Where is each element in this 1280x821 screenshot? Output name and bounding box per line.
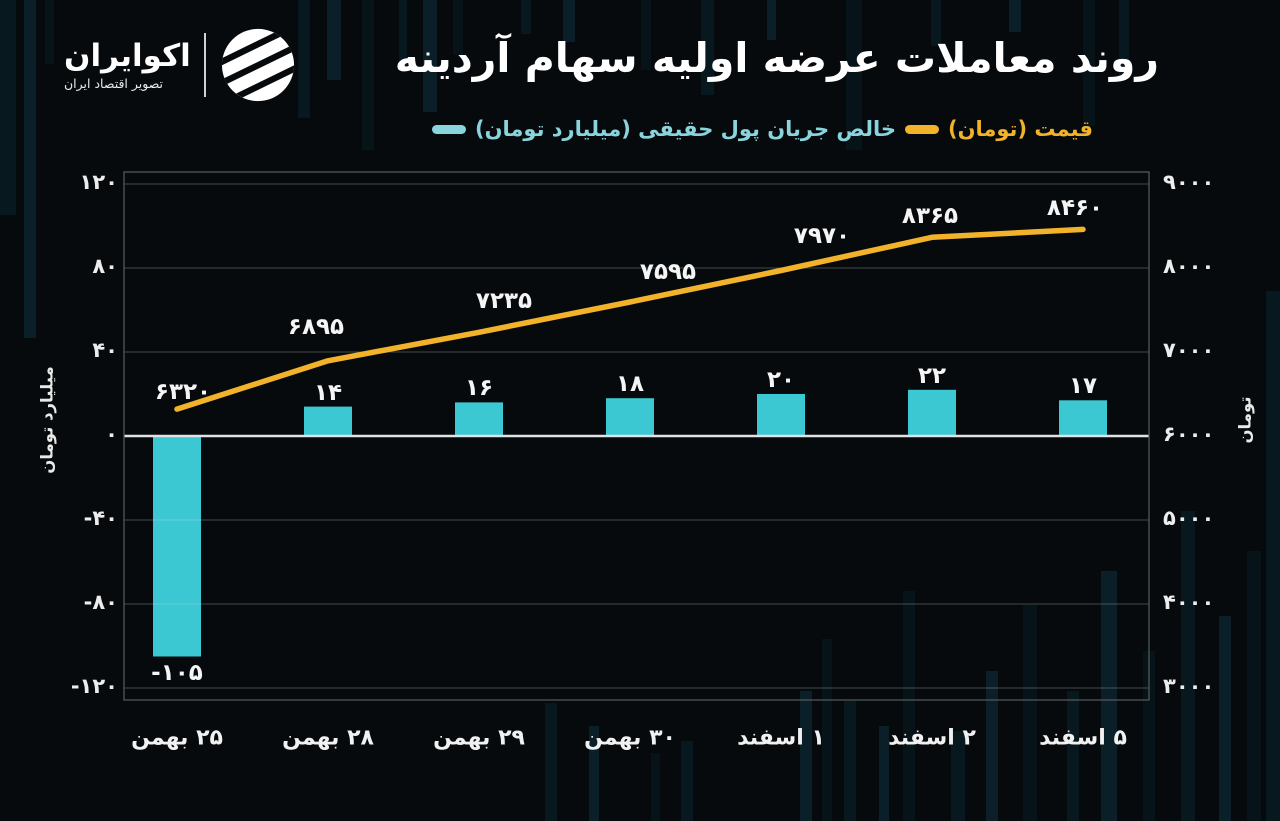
decorative-bar bbox=[800, 691, 812, 821]
decorative-bar bbox=[423, 0, 437, 112]
decorative-bar bbox=[1023, 605, 1037, 821]
decorative-bar bbox=[1083, 0, 1095, 126]
decorative-bar bbox=[298, 0, 310, 118]
line-value-label: ۶۸۹۵ bbox=[287, 314, 345, 340]
decorative-bar bbox=[986, 671, 998, 821]
x-axis-label: ۲۵ بهمن bbox=[131, 725, 223, 751]
left-axis-tick: ۱۲۰ bbox=[79, 170, 118, 194]
legend-line-swatch-price bbox=[904, 124, 939, 134]
bar-value-label: ۱۸ bbox=[615, 371, 645, 397]
decorative-bar bbox=[844, 701, 856, 821]
bar-value-label: ۲۰ bbox=[766, 367, 796, 393]
x-axis-label: ۱ اسفند bbox=[737, 725, 825, 751]
brand-tagline: تصویر اقتصاد ایران bbox=[64, 76, 164, 92]
right-axis-tick: ۹۰۰۰ bbox=[1163, 170, 1215, 194]
decorative-bar bbox=[1119, 0, 1129, 76]
decorative-bar bbox=[931, 0, 941, 46]
decorative-bar bbox=[701, 0, 714, 95]
net-flow-bar bbox=[908, 389, 956, 436]
chart-title: روند معاملات عرضه اولیه سهام آردینه bbox=[394, 34, 1159, 82]
right-axis-tick: ۶۰۰۰ bbox=[1163, 422, 1215, 446]
left-axis-title: میلیارد تومان bbox=[37, 366, 57, 474]
decorative-bar bbox=[362, 0, 374, 150]
brand-logo-icon bbox=[218, 26, 297, 104]
net-flow-bar bbox=[304, 406, 352, 436]
line-value-label: ۷۲۳۵ bbox=[475, 288, 533, 314]
legend-label-netflow: خالص جریان پول حقیقی (میلیارد تومان) bbox=[475, 117, 896, 141]
decorative-bar bbox=[0, 0, 16, 215]
bar-value-label: ۱۴ bbox=[313, 380, 343, 406]
plot-border bbox=[123, 171, 1150, 701]
decorative-bar bbox=[24, 0, 36, 338]
x-axis-label: ۲۹ بهمن bbox=[433, 725, 525, 751]
line-value-label: ۸۴۶۰ bbox=[1046, 195, 1104, 221]
brand-divider bbox=[203, 33, 206, 97]
left-axis-tick: ۴۰ bbox=[92, 338, 118, 362]
bar-value-label: ۲۲ bbox=[917, 363, 947, 389]
legend-label-price: قیمت (تومان) bbox=[947, 117, 1093, 141]
decorative-bar bbox=[1101, 571, 1117, 821]
right-axis-tick: ۷۰۰۰ bbox=[1163, 338, 1215, 362]
decorative-bar bbox=[545, 703, 557, 821]
net-flow-bar bbox=[153, 436, 201, 657]
chart-legend: خالص جریان پول حقیقی (میلیارد تومان) قیم… bbox=[432, 117, 1093, 141]
left-axis-tick: -۸۰ bbox=[83, 590, 118, 614]
left-axis-tick: ۸۰ bbox=[92, 254, 118, 278]
net-flow-bar bbox=[757, 394, 805, 436]
decorative-bar bbox=[327, 0, 341, 80]
line-value-label: ۸۳۶۵ bbox=[901, 203, 959, 229]
decorative-bar bbox=[589, 726, 599, 821]
decorative-bar bbox=[399, 0, 407, 66]
x-axis-label: ۲۸ بهمن bbox=[282, 725, 374, 751]
net-flow-bar bbox=[1059, 400, 1107, 436]
decorative-bar bbox=[1219, 616, 1231, 821]
left-axis-tick: -۴۰ bbox=[83, 506, 118, 530]
brand-logo: اکوایران تصویر اقتصاد ایران bbox=[64, 26, 297, 104]
x-axis-label: ۳۰ بهمن bbox=[584, 725, 676, 751]
line-value-label: ۶۳۲۰ bbox=[154, 379, 212, 405]
right-axis-tick: ۴۰۰۰ bbox=[1163, 590, 1215, 614]
legend-line-swatch-netflow bbox=[432, 124, 466, 134]
bar-value-label: ۱۶ bbox=[464, 375, 494, 401]
decorative-bar bbox=[563, 0, 575, 42]
right-axis-tick: ۸۰۰۰ bbox=[1163, 254, 1215, 278]
decorative-bar bbox=[903, 591, 915, 821]
x-axis-label: ۲ اسفند bbox=[888, 725, 976, 751]
decorative-bar bbox=[45, 0, 54, 64]
x-axis-label: ۵ اسفند bbox=[1039, 725, 1127, 751]
decorative-bar bbox=[521, 0, 531, 34]
right-axis-tick: ۵۰۰۰ bbox=[1163, 506, 1215, 530]
line-value-label: ۷۵۹۵ bbox=[639, 259, 697, 285]
decorative-bar bbox=[879, 726, 889, 821]
brand-text-block: اکوایران تصویر اقتصاد ایران bbox=[64, 37, 191, 92]
price-line bbox=[174, 226, 1086, 412]
left-axis-tick: ۰ bbox=[105, 422, 118, 446]
bar-value-label: -۱۰۵ bbox=[151, 660, 203, 686]
left-axis-tick: -۱۲۰ bbox=[70, 674, 118, 698]
decorative-bar bbox=[1181, 511, 1195, 821]
decorative-bar bbox=[1247, 551, 1261, 821]
decorative-bar bbox=[651, 753, 660, 821]
decorative-bar bbox=[767, 0, 776, 40]
decorative-bar bbox=[1067, 691, 1079, 821]
decorative-bar bbox=[846, 0, 862, 150]
decorative-bar bbox=[951, 731, 965, 821]
bar-value-label: ۱۷ bbox=[1068, 373, 1098, 399]
right-axis-title: تومان bbox=[1235, 396, 1255, 444]
net-flow-bar bbox=[455, 402, 503, 436]
decorative-bar bbox=[1009, 0, 1021, 32]
decorative-bar bbox=[641, 0, 651, 70]
decorative-bar bbox=[1143, 651, 1155, 821]
decorative-bar bbox=[1266, 291, 1280, 821]
decorative-bar bbox=[681, 741, 693, 821]
brand-name: اکوایران bbox=[64, 37, 191, 74]
right-axis-tick: ۳۰۰۰ bbox=[1163, 674, 1215, 698]
decorative-bar bbox=[453, 0, 463, 55]
net-flow-bar bbox=[606, 398, 654, 436]
decorative-bar bbox=[822, 639, 832, 821]
line-value-label: ۷۹۷۰ bbox=[793, 223, 851, 249]
